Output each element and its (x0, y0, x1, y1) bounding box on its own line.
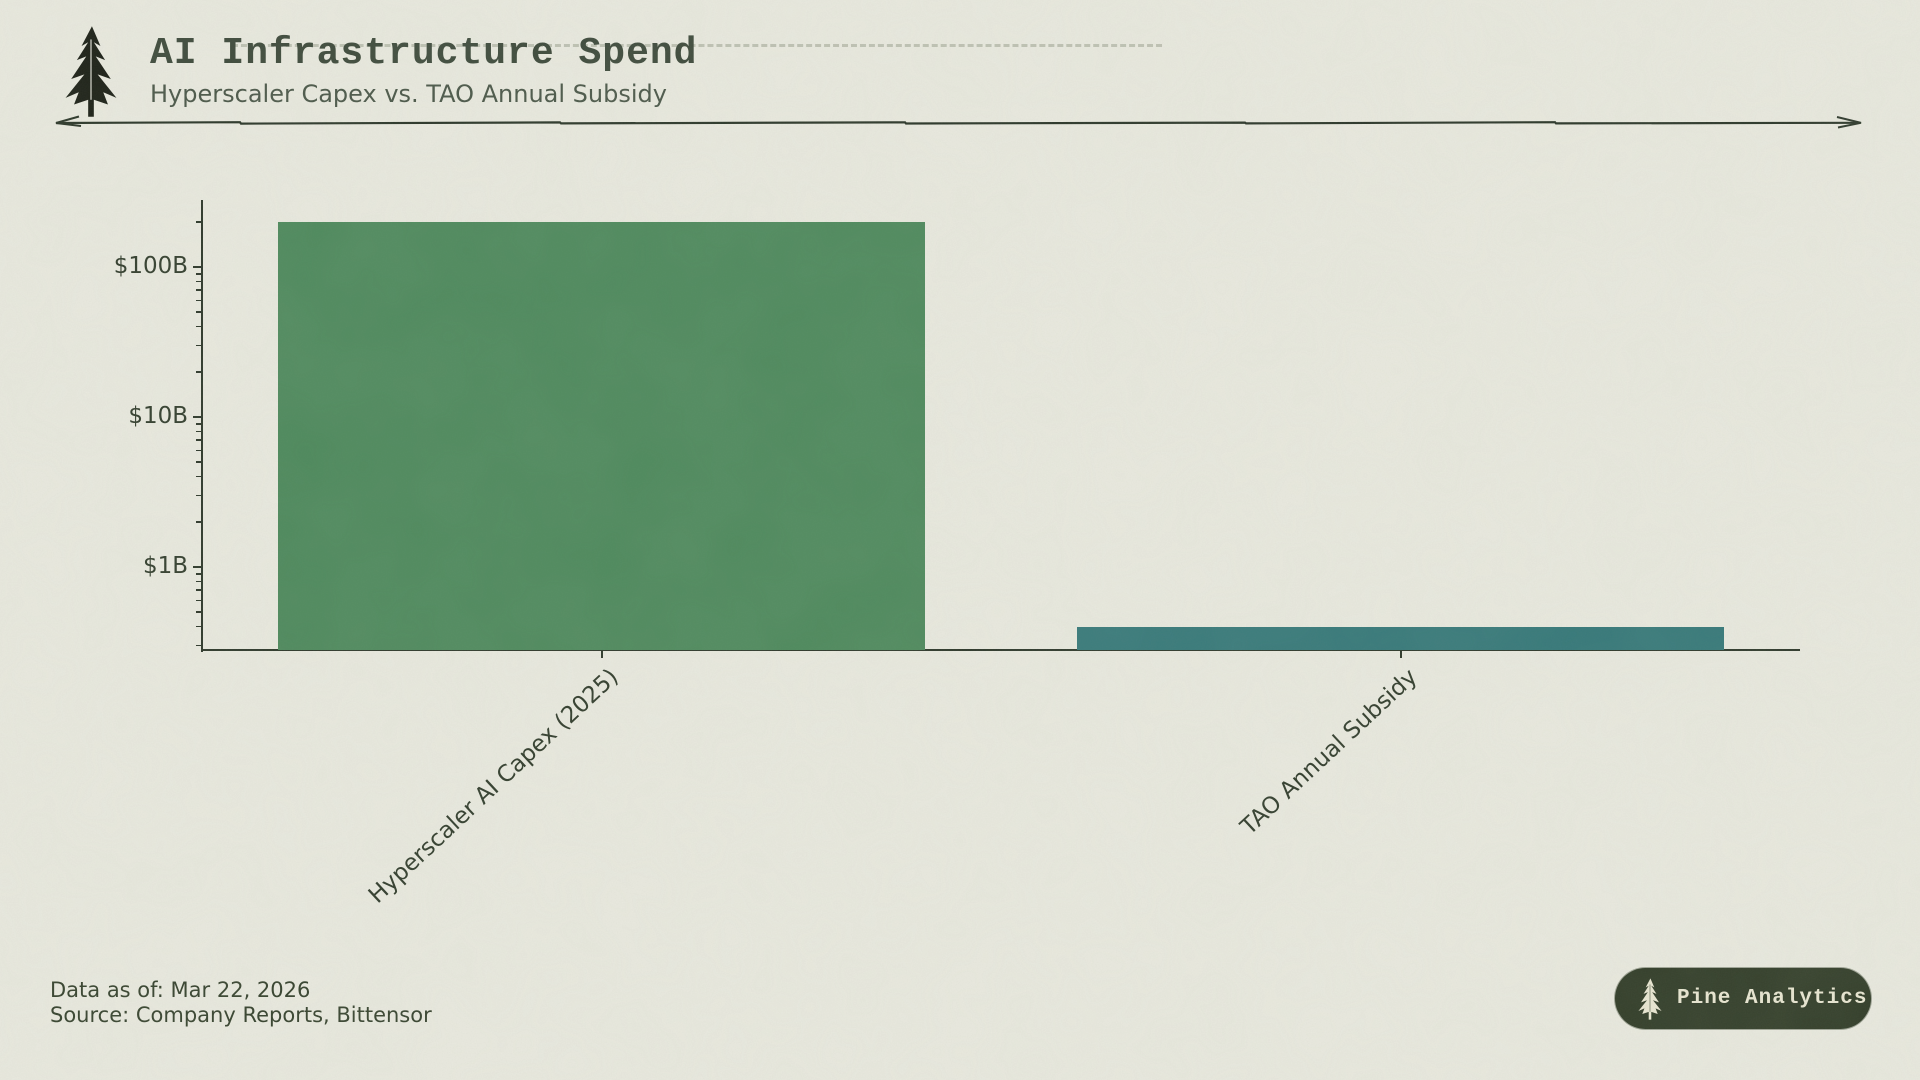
header: AI Infrastructure Spend Hyperscaler Cape… (58, 24, 698, 119)
x-axis-category-label: Hyperscaler AI Capex (2025) (363, 664, 624, 909)
y-axis-tick-label: $1B (142, 553, 188, 579)
y-axis-tick-label: $10B (128, 403, 188, 429)
y-axis-minor-tick (196, 611, 202, 613)
y-axis-minor-tick (196, 299, 202, 302)
y-axis-minor-tick (196, 580, 202, 583)
hand-drawn-divider-arrow-line (55, 115, 1862, 129)
bar-hyperscaler-capex (277, 221, 926, 650)
y-axis-minor-tick (196, 280, 202, 283)
title-block: AI Infrastructure Spend Hyperscaler Cape… (150, 24, 698, 108)
y-axis-minor-tick (196, 521, 202, 523)
y-axis-minor-tick (196, 475, 202, 478)
y-axis-minor-tick (196, 461, 202, 463)
y-axis-minor-tick (196, 494, 202, 497)
pine-analytics-badge: Pine Analytics (1615, 968, 1871, 1029)
y-axis-minor-tick (196, 430, 202, 433)
y-axis-major-tick (193, 266, 203, 268)
y-axis-minor-tick (196, 344, 202, 347)
y-axis-tick-label: $100B (113, 253, 188, 279)
y-axis-minor-tick (196, 423, 202, 425)
footer-notes: Data as of: Mar 22, 2026 Source: Company… (50, 978, 432, 1028)
x-axis-tick (1399, 650, 1402, 658)
pine-tree-logo-icon (65, 26, 117, 117)
y-axis-minor-tick (196, 371, 202, 373)
y-axis-minor-tick (196, 325, 202, 328)
y-axis-minor-tick (196, 644, 202, 647)
page-subtitle: Hyperscaler Capex vs. TAO Annual Subsidy (150, 80, 667, 108)
y-axis-minor-tick (196, 311, 202, 313)
bar-tao-subsidy (1076, 626, 1725, 650)
y-axis-minor-tick (196, 625, 202, 628)
badge-label: Pine Analytics (1677, 987, 1868, 1010)
y-axis-major-tick (193, 416, 203, 418)
y-axis-minor-tick (196, 289, 202, 291)
x-axis-tick (600, 650, 603, 658)
page-title: AI Infrastructure Spend (150, 32, 698, 75)
source-text: Source: Company Reports, Bittensor (50, 1003, 432, 1027)
y-axis-major-tick (193, 566, 203, 568)
data-as-of-text: Data as of: Mar 22, 2026 (50, 978, 311, 1002)
x-axis-category-label: TAO Annual Subsidy (1235, 664, 1423, 841)
pine-tree-badge-icon (1638, 977, 1662, 1020)
y-axis-minor-tick (196, 589, 202, 591)
y-axis-minor-tick (196, 273, 202, 275)
y-axis-minor-tick (196, 221, 202, 223)
y-axis-minor-tick (196, 439, 202, 441)
y-axis-minor-tick (196, 573, 202, 575)
y-axis-minor-tick (196, 599, 202, 602)
y-axis-minor-tick (196, 449, 202, 452)
